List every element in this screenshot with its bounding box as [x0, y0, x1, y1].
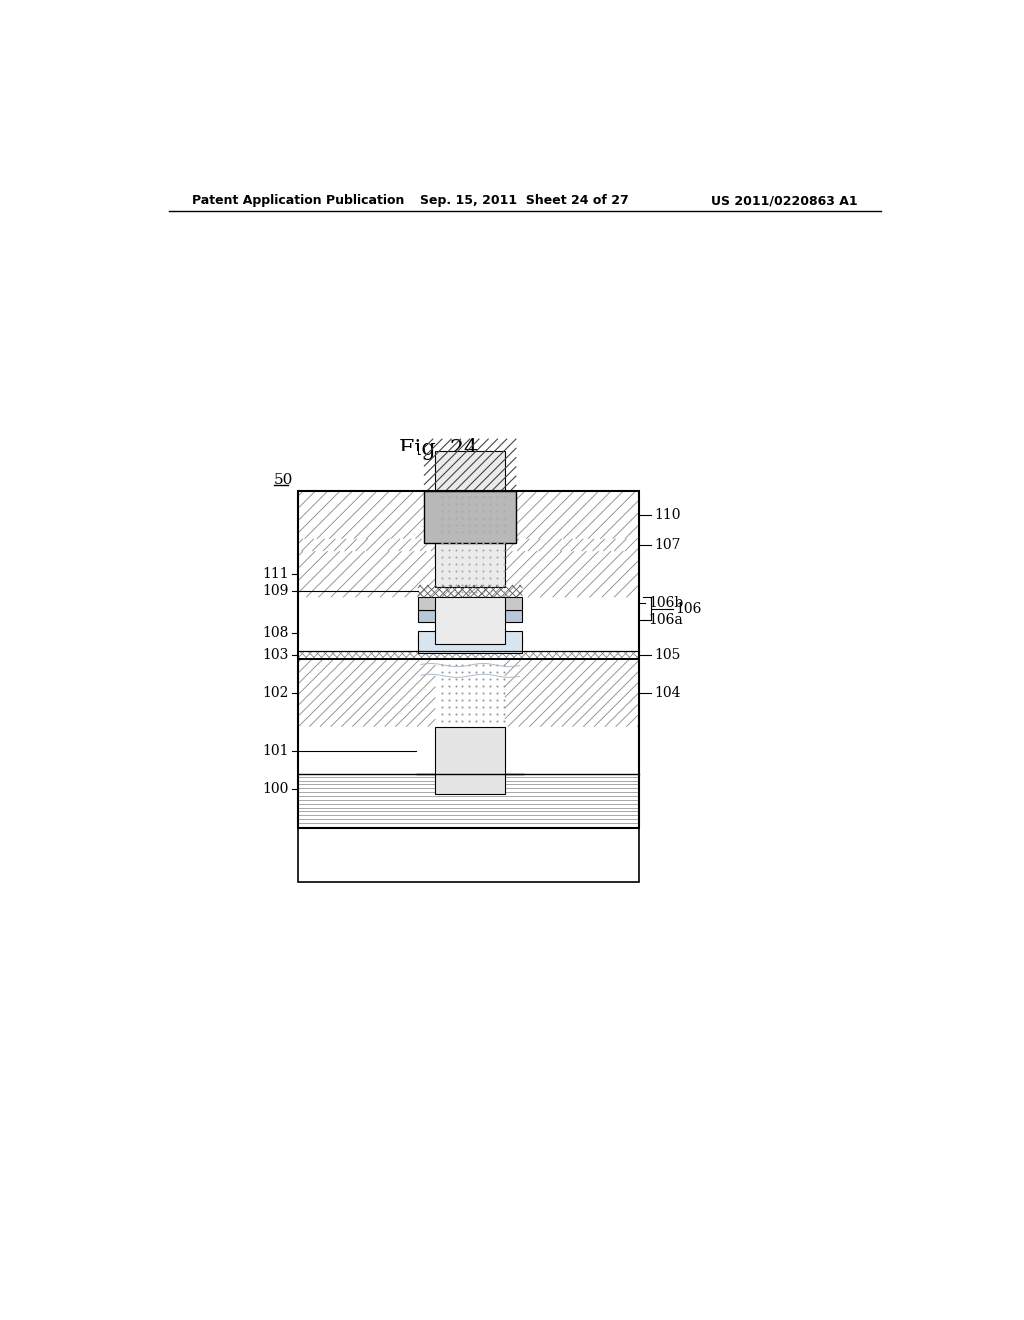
Text: Patent Application Publication: Patent Application Publication — [193, 194, 404, 207]
Text: 102: 102 — [263, 686, 289, 700]
Text: 106a: 106a — [648, 614, 683, 627]
Text: 105: 105 — [654, 648, 681, 663]
Text: Fig. 24: Fig. 24 — [399, 438, 478, 461]
Bar — [298, 451, 418, 552]
Text: 50: 50 — [273, 474, 293, 487]
Bar — [435, 539, 505, 586]
Text: 103: 103 — [263, 648, 289, 663]
Bar — [298, 726, 435, 795]
Bar — [435, 552, 505, 564]
Text: 104: 104 — [654, 686, 681, 700]
Text: 106b: 106b — [648, 597, 683, 610]
Bar — [418, 631, 522, 653]
Text: 101: 101 — [263, 743, 289, 758]
Bar — [522, 451, 639, 552]
Bar — [424, 491, 516, 544]
Bar — [418, 636, 522, 644]
Text: Sep. 15, 2011  Sheet 24 of 27: Sep. 15, 2011 Sheet 24 of 27 — [421, 194, 629, 207]
Bar — [435, 726, 505, 795]
Bar — [298, 552, 639, 564]
Bar — [418, 610, 522, 622]
Bar — [298, 829, 639, 882]
Text: 110: 110 — [654, 508, 681, 521]
Text: 108: 108 — [263, 627, 289, 640]
Bar — [505, 726, 639, 795]
Text: 109: 109 — [263, 585, 289, 598]
Text: 111: 111 — [262, 568, 289, 581]
Bar — [298, 597, 639, 644]
Bar — [298, 659, 639, 667]
Text: 106: 106 — [676, 602, 702, 616]
Text: 100: 100 — [263, 781, 289, 796]
Bar — [435, 597, 505, 644]
Text: US 2011/0220863 A1: US 2011/0220863 A1 — [711, 194, 857, 207]
Text: 107: 107 — [654, 539, 681, 552]
Bar — [298, 539, 639, 586]
Bar — [435, 451, 505, 552]
Bar — [298, 491, 639, 829]
Bar — [418, 597, 522, 610]
